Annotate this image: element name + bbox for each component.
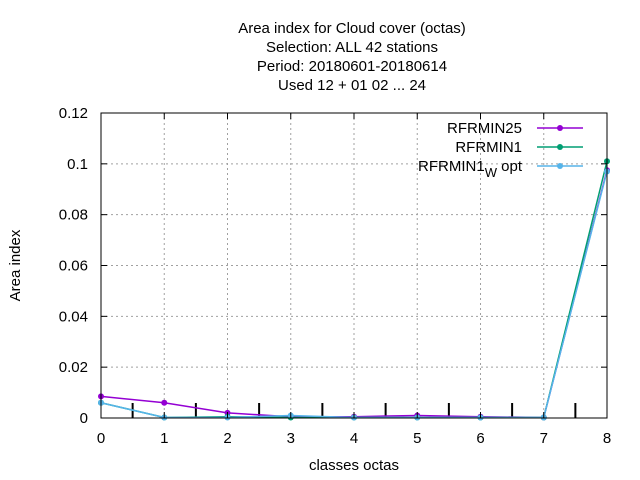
y-axis-label: Area index bbox=[7, 229, 24, 301]
x-tick-label: 3 bbox=[287, 430, 295, 447]
title-line-3: Used 12 + 01 02 ... 24 bbox=[278, 77, 426, 94]
legend-label-2: RFRMIN1W opt bbox=[418, 158, 523, 180]
legend-swatch-point bbox=[557, 163, 563, 169]
legend-label-1: RFRMIN1 bbox=[455, 139, 522, 156]
axes: 0 1 2 3 4 5 6 7 8 0 0.02 0.04 0.06 0.08 0.1 0.12 bbox=[59, 105, 611, 447]
grid bbox=[101, 113, 607, 418]
legend-label-0: RFRMIN25 bbox=[447, 120, 522, 137]
title-line-2: Period: 20180601-20180614 bbox=[257, 58, 447, 75]
legend: RFRMIN25 RFRMIN1 RFRMIN1W opt bbox=[418, 120, 583, 180]
x-tick-label: 0 bbox=[97, 430, 105, 447]
y-tick-label: 0.04 bbox=[59, 308, 88, 325]
y-tick-label: 0.06 bbox=[59, 258, 88, 275]
data-point bbox=[161, 399, 168, 406]
y-tick-label: 0.08 bbox=[59, 207, 88, 224]
x-tick-label: 6 bbox=[476, 430, 484, 447]
title-line-1: Selection: ALL 42 stations bbox=[266, 39, 438, 56]
legend-swatch-point bbox=[557, 125, 563, 131]
y-tick-label: 0.12 bbox=[59, 105, 88, 122]
x-tick-label: 5 bbox=[413, 430, 421, 447]
chart-title: Area index for Cloud cover (octas) Select… bbox=[238, 20, 466, 94]
x-tick-label: 8 bbox=[603, 430, 611, 447]
x-tick-label: 1 bbox=[160, 430, 168, 447]
legend-swatch-point bbox=[557, 144, 563, 150]
y-tick-label: 0 bbox=[80, 410, 88, 427]
y-tick-label: 0.1 bbox=[67, 156, 88, 173]
x-tick-label: 2 bbox=[223, 430, 231, 447]
x-tick-label: 4 bbox=[350, 430, 358, 447]
y-tick-label: 0.02 bbox=[59, 359, 88, 376]
x-axis-label: classes octas bbox=[309, 457, 399, 474]
title-line-0: Area index for Cloud cover (octas) bbox=[238, 20, 466, 37]
x-tick-label: 7 bbox=[540, 430, 548, 447]
